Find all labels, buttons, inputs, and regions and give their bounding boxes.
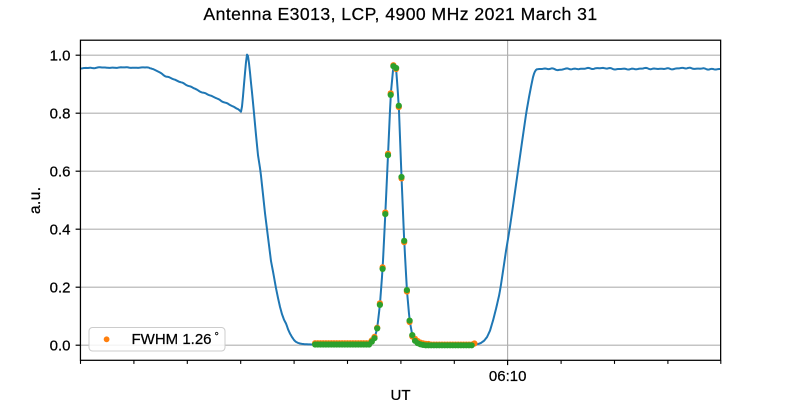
svg-text:Antenna E3013, LCP, 4900 MHz 2: Antenna E3013, LCP, 4900 MHz 2021 March … xyxy=(203,4,597,24)
svg-text:UT: UT xyxy=(391,387,411,400)
svg-text:1.0: 1.0 xyxy=(50,48,71,65)
svg-text:0.2: 0.2 xyxy=(50,280,71,297)
svg-text:0.4: 0.4 xyxy=(50,222,71,239)
svg-text:a.u.: a.u. xyxy=(27,187,44,214)
svg-text:FWHM 1.26 °: FWHM 1.26 ° xyxy=(132,331,219,348)
svg-text:0.6: 0.6 xyxy=(50,164,71,181)
svg-text:0.8: 0.8 xyxy=(50,106,71,123)
svg-text:06:10: 06:10 xyxy=(489,368,527,385)
svg-text:0.0: 0.0 xyxy=(50,338,71,355)
